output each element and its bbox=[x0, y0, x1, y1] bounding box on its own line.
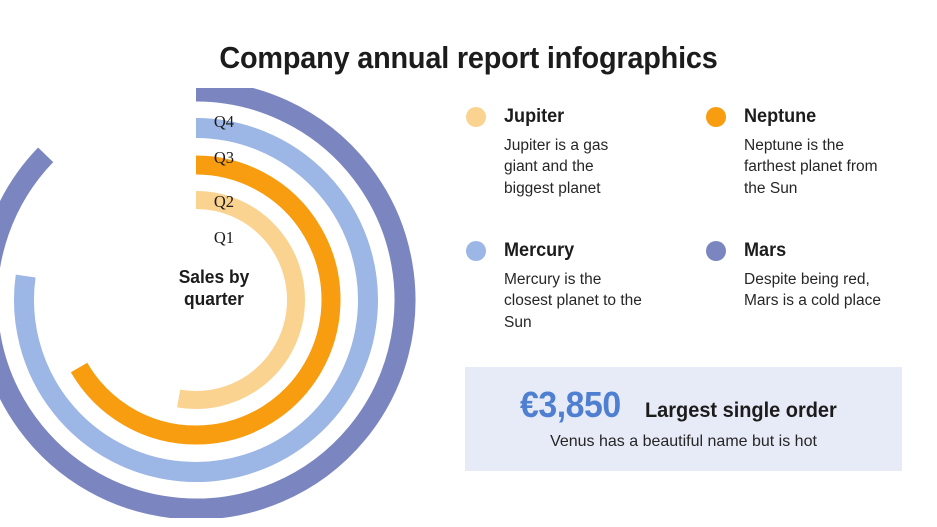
legend-item-header: Mars bbox=[706, 240, 911, 262]
highlight-headline: €3,850 Largest single order bbox=[465, 384, 902, 426]
chart-label-q1: Q1 bbox=[213, 228, 234, 247]
chart-label-q4: Q4 bbox=[213, 112, 234, 131]
chart-arc-q3 bbox=[14, 118, 378, 482]
legend-item-description: Jupiter is a gas giant and the biggest p… bbox=[504, 137, 609, 197]
legend-item-description: Mercury is the closest planet to the Sun bbox=[504, 271, 642, 331]
highlight-panel: €3,850 Largest single order Venus has a … bbox=[465, 367, 902, 471]
legend-item-header: Neptune bbox=[706, 106, 911, 128]
legend-dot-icon bbox=[466, 107, 486, 127]
chart-arc-q4 bbox=[0, 88, 416, 518]
page-title: Company annual report infographics bbox=[219, 40, 718, 75]
legend-item-mars: Mars Despite being red, Mars is a cold p… bbox=[706, 240, 911, 312]
legend-item-title: Jupiter bbox=[504, 106, 565, 127]
legend-item-title: Mars bbox=[744, 240, 787, 261]
legend-item-header: Mercury bbox=[466, 240, 671, 262]
chart-label-q3: Q3 bbox=[213, 148, 234, 167]
highlight-caption: Largest single order bbox=[645, 399, 837, 422]
legend-item-mercury: Mercury Mercury is the closest planet to… bbox=[466, 240, 671, 333]
legend-dot-icon bbox=[706, 107, 726, 127]
highlight-subtext: Venus has a beautiful name but is hot bbox=[550, 433, 817, 450]
legend-item-header: Jupiter bbox=[466, 106, 671, 128]
legend-item-description: Neptune is the farthest planet from the … bbox=[744, 137, 878, 197]
chart-center-label-line1: Sales by bbox=[178, 266, 250, 287]
legend-item-jupiter: Jupiter Jupiter is a gas giant and the b… bbox=[466, 106, 671, 199]
legend-item-title: Mercury bbox=[504, 240, 575, 261]
chart-arc-q1 bbox=[177, 191, 305, 409]
chart-arc-q2 bbox=[70, 155, 341, 445]
chart-label-q2: Q2 bbox=[213, 192, 234, 211]
highlight-amount: €3,850 bbox=[520, 384, 621, 425]
legend: Jupiter Jupiter is a gas giant and the b… bbox=[466, 106, 916, 346]
legend-item-title: Neptune bbox=[744, 106, 817, 127]
legend-dot-icon bbox=[706, 241, 726, 261]
radial-bar-chart: Q4 Q3 Q2 Q1 Sales by quarter bbox=[0, 88, 430, 518]
legend-item-description: Despite being red, Mars is a cold place bbox=[744, 271, 881, 310]
chart-center-label: Sales by quarter bbox=[154, 266, 274, 310]
legend-item-neptune: Neptune Neptune is the farthest planet f… bbox=[706, 106, 911, 199]
radial-chart-svg bbox=[0, 88, 416, 518]
chart-center-label-line2: quarter bbox=[184, 287, 244, 309]
legend-dot-icon bbox=[466, 241, 486, 261]
